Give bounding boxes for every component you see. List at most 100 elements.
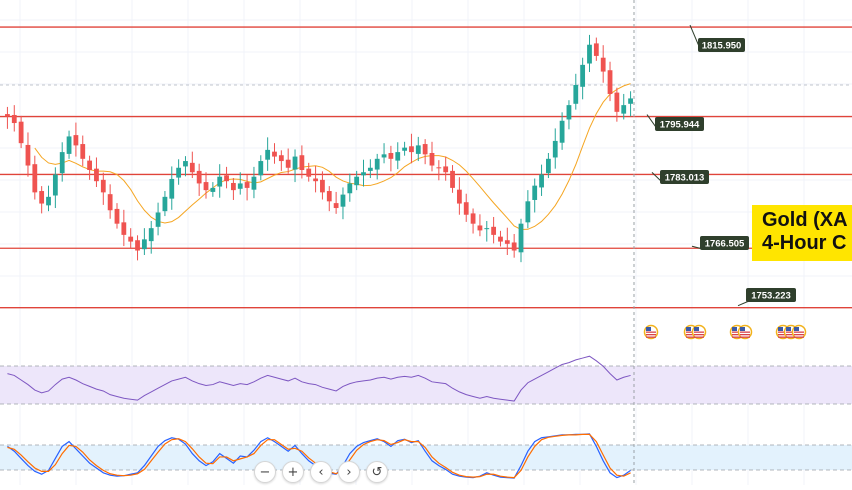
candle[interactable] — [326, 186, 332, 212]
candle[interactable] — [196, 163, 202, 196]
level-price-label[interactable]: 1753.223 — [737, 288, 796, 307]
candle[interactable] — [546, 153, 551, 179]
candle[interactable] — [361, 159, 366, 187]
candle[interactable] — [436, 160, 442, 181]
candle[interactable] — [491, 216, 497, 244]
candle[interactable] — [299, 145, 305, 179]
candle[interactable] — [237, 172, 243, 195]
candle[interactable] — [470, 208, 476, 234]
candle[interactable] — [80, 135, 86, 166]
candle[interactable] — [429, 141, 435, 172]
candle[interactable] — [87, 155, 92, 180]
candle[interactable] — [593, 37, 599, 61]
candle[interactable] — [621, 93, 627, 120]
economic-events-us-flags-icon[interactable] — [775, 324, 807, 340]
candle[interactable] — [552, 128, 558, 169]
candle[interactable] — [456, 177, 462, 215]
candle[interactable] — [162, 191, 168, 217]
economic-events-us-flags-icon[interactable] — [729, 324, 753, 340]
candle[interactable] — [203, 172, 209, 199]
scroll-right-button[interactable]: › — [338, 461, 360, 483]
candle[interactable] — [381, 143, 387, 164]
candle[interactable] — [176, 159, 182, 185]
level-price-label[interactable]: 1815.950 — [689, 24, 745, 52]
candle[interactable] — [94, 157, 99, 187]
candle[interactable] — [600, 45, 606, 83]
candle[interactable] — [559, 112, 565, 150]
candle[interactable] — [155, 202, 161, 236]
candle[interactable] — [498, 230, 503, 247]
candle[interactable] — [422, 139, 428, 165]
candle[interactable] — [628, 91, 633, 117]
candle[interactable] — [18, 115, 24, 149]
candle[interactable] — [39, 186, 45, 214]
candle[interactable] — [367, 159, 373, 179]
candle[interactable] — [107, 184, 113, 219]
candle[interactable] — [450, 165, 455, 193]
candle[interactable] — [114, 203, 120, 229]
reset-chart-button[interactable]: ↺ — [366, 461, 388, 483]
candle[interactable] — [587, 34, 592, 73]
candle[interactable] — [320, 171, 325, 200]
candle[interactable] — [46, 185, 51, 212]
candle[interactable] — [32, 155, 38, 200]
zoom-in-button[interactable]: + — [282, 461, 304, 483]
candle[interactable] — [340, 187, 346, 220]
candle[interactable] — [532, 178, 538, 213]
economic-event-us-flag-icon[interactable] — [643, 324, 659, 340]
candle[interactable] — [415, 136, 421, 162]
level-price-label[interactable]: 1783.013 — [651, 170, 709, 184]
candle[interactable] — [484, 221, 490, 242]
candle[interactable] — [402, 141, 407, 156]
candle[interactable] — [25, 132, 31, 177]
candle[interactable] — [573, 73, 579, 110]
candle[interactable] — [518, 218, 524, 263]
candle[interactable] — [395, 142, 401, 170]
candle[interactable] — [5, 106, 10, 129]
candle[interactable] — [59, 142, 65, 182]
candle[interactable] — [121, 209, 127, 247]
candle[interactable] — [148, 221, 154, 254]
candle[interactable] — [477, 214, 483, 237]
candle[interactable] — [224, 166, 229, 189]
candle[interactable] — [333, 191, 339, 214]
candle[interactable] — [66, 130, 72, 159]
candle[interactable] — [388, 145, 394, 172]
candle[interactable] — [251, 166, 257, 199]
candle[interactable] — [217, 164, 223, 198]
candle[interactable] — [354, 170, 360, 191]
candle[interactable] — [278, 150, 284, 171]
candle[interactable] — [566, 100, 572, 130]
candle[interactable] — [525, 190, 531, 229]
candle[interactable] — [11, 105, 17, 132]
candle[interactable] — [374, 153, 380, 180]
candle[interactable] — [409, 133, 414, 164]
candle[interactable] — [244, 174, 250, 201]
candle[interactable] — [511, 233, 517, 258]
candle[interactable] — [231, 178, 236, 200]
candle[interactable] — [607, 61, 613, 102]
candle[interactable] — [504, 227, 510, 255]
candle[interactable] — [183, 156, 188, 177]
candle[interactable] — [313, 165, 318, 193]
candle[interactable] — [265, 137, 271, 171]
economic-events-us-flags-icon[interactable] — [683, 324, 707, 340]
candle[interactable] — [100, 172, 106, 205]
candle[interactable] — [169, 166, 175, 210]
candle[interactable] — [347, 173, 353, 202]
zoom-out-button[interactable]: − — [254, 461, 276, 483]
candle[interactable] — [189, 151, 195, 179]
candle[interactable] — [580, 57, 586, 100]
candle[interactable] — [128, 228, 134, 249]
candle[interactable] — [210, 182, 216, 197]
candle[interactable] — [539, 164, 544, 196]
candle[interactable] — [463, 193, 469, 222]
scroll-left-button[interactable]: ‹ — [310, 461, 332, 483]
candle[interactable] — [258, 155, 264, 181]
level-price-label[interactable]: 1766.505 — [691, 236, 749, 250]
candle[interactable] — [443, 156, 449, 181]
candle[interactable] — [614, 87, 620, 122]
candle[interactable] — [306, 162, 312, 182]
candle[interactable] — [73, 122, 79, 157]
